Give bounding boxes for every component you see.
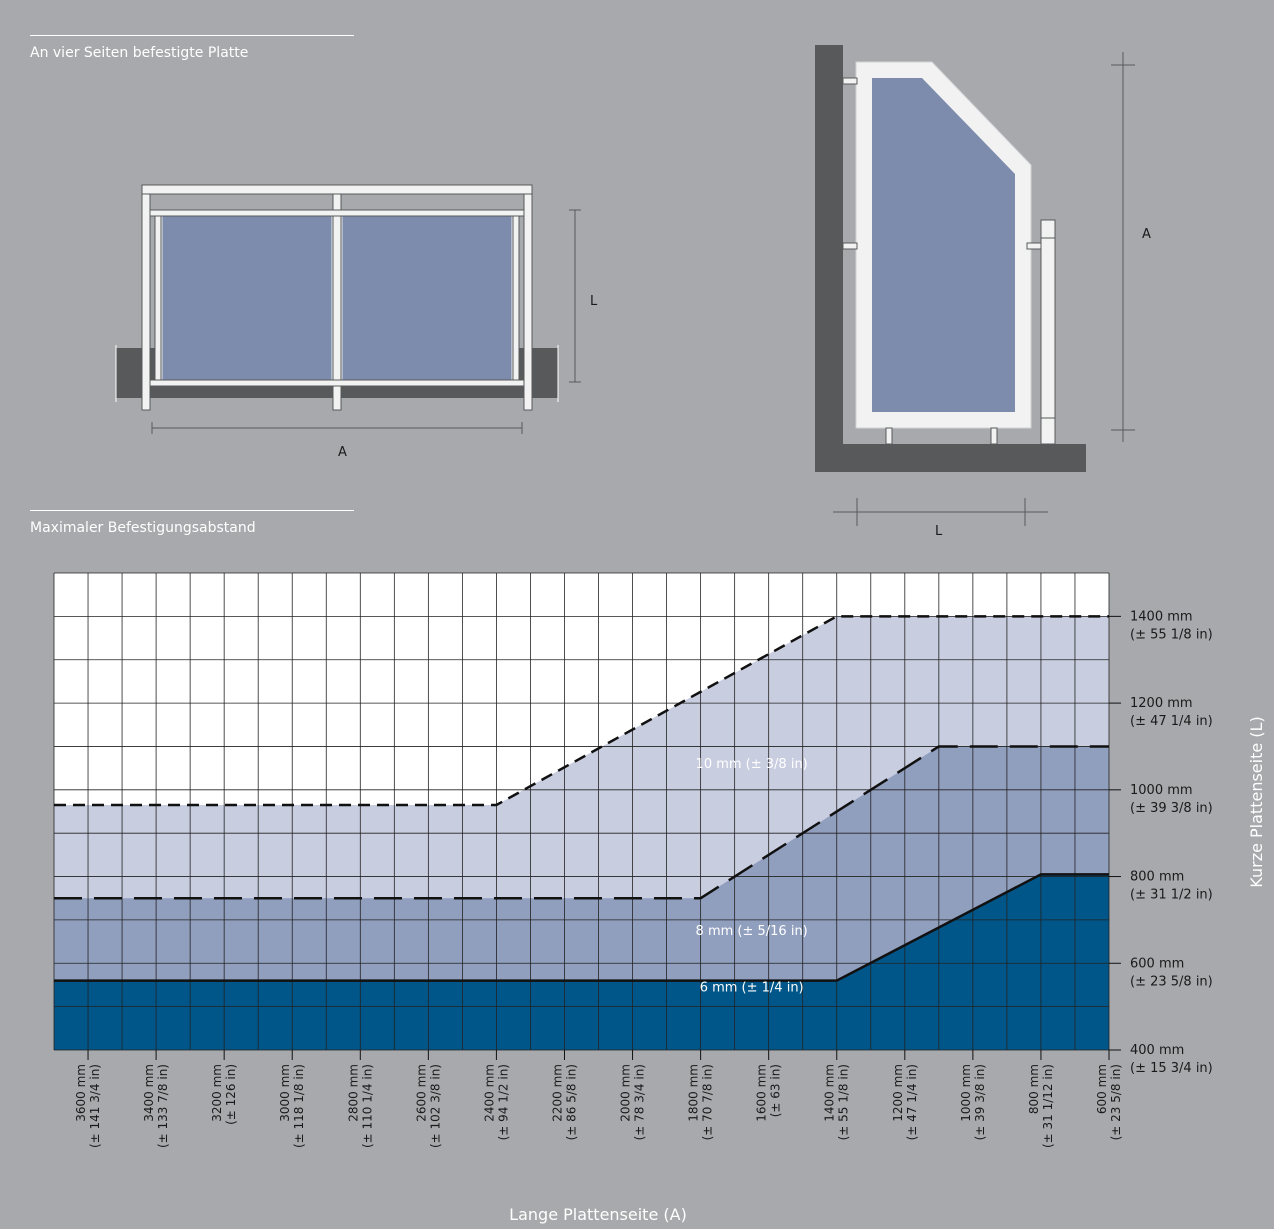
x-tick-inch: (± 31 1/12 in) — [1041, 1064, 1055, 1148]
y-tick-inch: (± 55 1/8 in) — [1130, 627, 1213, 642]
x-tick-inch: (± 39 3/8 in) — [973, 1064, 987, 1140]
x-tick-label: 3000 mm (± 118 1/8 in) — [278, 1064, 306, 1148]
dimension-l-line — [569, 209, 581, 383]
x-axis-title: Lange Plattenseite (A) — [509, 1205, 687, 1224]
x-tick-mm: 2000 mm — [619, 1064, 633, 1122]
x-tick-label: 1800 mm (± 70 7/8 in) — [687, 1064, 715, 1140]
x-tick-label: 1600 mm (± 63 in) — [755, 1064, 783, 1122]
x-tick-inch: (± 78 3/4 in) — [633, 1064, 647, 1140]
y-tick-mm: 600 mm — [1130, 956, 1184, 971]
zone-labels: 10 mm (± 3/8 in) 8 mm (± 5/16 in) 6 mm (± … — [696, 757, 808, 995]
dimension-l-label: L — [590, 294, 598, 309]
y-axis-ticks: 1400 mm (± 55 1/8 in) 1200 mm (± 47 1/4 in)… — [1109, 609, 1213, 1076]
x-tick-mm: 1600 mm — [755, 1064, 769, 1122]
section2-rule — [30, 510, 354, 511]
x-tick-label: 2800 mm (± 110 1/4 in) — [346, 1064, 374, 1148]
x-tick-label: 2000 mm (± 78 3/4 in) — [619, 1064, 647, 1140]
x-tick-label: 1400 mm (± 55 1/8 in) — [823, 1064, 851, 1140]
glass-pane-left — [161, 215, 333, 381]
y-tick-mm: 400 mm — [1130, 1043, 1184, 1058]
dimension-l2-line — [833, 498, 1048, 526]
dimension-l2-label: L — [935, 524, 943, 539]
corner-wall — [815, 45, 1086, 472]
section1-rule — [30, 35, 354, 36]
y-axis-title: Kurze Plattenseite (L) — [1247, 716, 1266, 887]
x-tick-inch: (± 63 in) — [769, 1064, 783, 1117]
x-tick-inch: (± 70 7/8 in) — [701, 1064, 715, 1140]
x-tick-mm: 1200 mm — [891, 1064, 905, 1122]
x-tick-mm: 3600 mm — [74, 1064, 88, 1122]
x-tick-label: 2600 mm (± 102 3/8 in) — [414, 1064, 442, 1148]
x-tick-inch: (± 118 1/8 in) — [292, 1064, 306, 1148]
y-tick-mm: 1400 mm — [1130, 609, 1193, 624]
x-tick-mm: 1800 mm — [687, 1064, 701, 1122]
x-tick-mm: 600 mm — [1095, 1064, 1109, 1114]
y-tick-inch: (± 15 3/4 in) — [1130, 1061, 1213, 1076]
x-tick-inch: (± 86 5/8 in) — [564, 1064, 578, 1140]
zone-label-10mm: 10 mm (± 3/8 in) — [696, 757, 808, 772]
x-tick-mm: 2200 mm — [550, 1064, 564, 1122]
x-tick-mm: 3400 mm — [142, 1064, 156, 1122]
x-tick-label: 1200 mm (± 47 1/4 in) — [891, 1064, 919, 1140]
corner-glass — [872, 78, 1015, 412]
x-tick-inch: (± 47 1/4 in) — [905, 1064, 919, 1140]
y-tick-inch: (± 31 1/2 in) — [1130, 888, 1213, 903]
limit-line-6mm — [54, 873, 1109, 982]
x-tick-inch: (± 102 3/8 in) — [428, 1064, 442, 1148]
x-tick-label: 600 mm (± 23 5/8 in) — [1095, 1064, 1123, 1140]
x-tick-label: 1000 mm (± 39 3/8 in) — [959, 1064, 987, 1140]
limit-line-8mm — [54, 745, 1109, 900]
zone-label-8mm: 8 mm (± 5/16 in) — [696, 924, 808, 939]
x-tick-inch: (± 141 3/4 in) — [88, 1064, 102, 1148]
limit-line-10mm — [54, 615, 1109, 807]
section1-title: An vier Seiten befestigte Platte — [30, 45, 249, 61]
y-tick-mm: 800 mm — [1130, 870, 1184, 885]
dimension-a2-line — [1111, 52, 1135, 442]
zone-6mm — [54, 874, 1109, 1050]
x-tick-mm: 3000 mm — [278, 1064, 292, 1122]
dimension-a-label: A — [338, 445, 347, 460]
x-tick-inch: (± 55 1/8 in) — [837, 1064, 851, 1140]
railing-frame — [141, 184, 533, 411]
x-tick-label: 800 mm (± 31 1/12 in) — [1027, 1064, 1055, 1148]
x-tick-inch: (± 94 1/2 in) — [496, 1064, 510, 1140]
x-tick-label: 2400 mm (± 94 1/2 in) — [482, 1064, 510, 1140]
x-tick-mm: 800 mm — [1027, 1064, 1041, 1114]
x-tick-label: 3200 mm (± 126 in) — [210, 1064, 238, 1125]
section2-title: Maximaler Befestigungsabstand — [30, 520, 256, 536]
x-tick-inch: (± 133 7/8 in) — [156, 1064, 170, 1148]
x-tick-inch: (± 126 in) — [224, 1064, 238, 1125]
x-tick-label: 3400 mm (± 133 7/8 in) — [142, 1064, 170, 1148]
x-tick-mm: 1400 mm — [823, 1064, 837, 1122]
x-tick-inch: (± 23 5/8 in) — [1109, 1064, 1123, 1140]
x-tick-mm: 3200 mm — [210, 1064, 224, 1122]
x-tick-mm: 2400 mm — [482, 1064, 496, 1122]
x-axis-ticks: 3600 mm (± 141 3/4 in) 3400 mm (± 133 7/8 i… — [74, 1050, 1123, 1148]
zone-label-6mm: 6 mm (± 1/4 in) — [700, 980, 804, 995]
corner-brackets — [842, 77, 1056, 445]
y-tick-inch: (± 47 1/4 in) — [1130, 714, 1213, 729]
limit-lines — [54, 615, 1109, 982]
x-tick-label: 3600 mm (± 141 3/4 in) — [74, 1064, 102, 1148]
dimension-a2-label: A — [1142, 227, 1151, 242]
x-tick-mm: 2600 mm — [414, 1064, 428, 1122]
dimension-a-line — [151, 422, 523, 434]
x-tick-inch: (± 110 1/4 in) — [360, 1064, 374, 1148]
y-tick-inch: (± 39 3/8 in) — [1130, 801, 1213, 816]
x-tick-mm: 1000 mm — [959, 1064, 973, 1122]
y-tick-mm: 1200 mm — [1130, 696, 1193, 711]
grid-lines — [53, 572, 1110, 1051]
y-tick-inch: (± 23 5/8 in) — [1130, 974, 1213, 989]
x-tick-label: 2200 mm (± 86 5/8 in) — [550, 1064, 578, 1140]
x-tick-mm: 2800 mm — [346, 1064, 360, 1122]
y-tick-mm: 1000 mm — [1130, 783, 1193, 798]
